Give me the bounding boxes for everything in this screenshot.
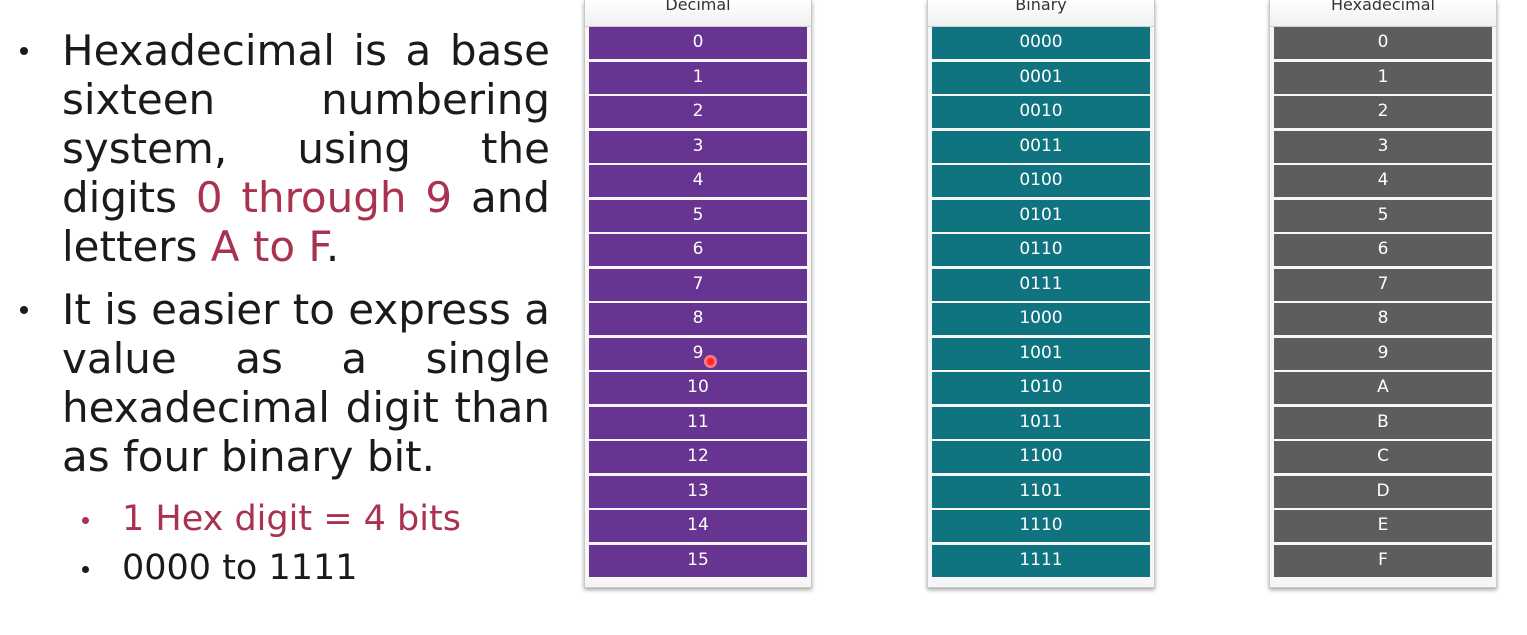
table-cell: 0 (589, 27, 807, 59)
table-cell: 5 (589, 199, 807, 232)
sub-bullet-binary-range: 0000 to 1111 (20, 544, 550, 593)
table-cell: 6 (1274, 234, 1492, 266)
table-cell: 0011 (932, 130, 1150, 163)
table-cell: 0100 (932, 165, 1150, 197)
table-cell: 1101 (932, 475, 1150, 508)
table-cells: 0 1 2 3 4 5 6 7 8 9 10 11 12 13 14 15 (589, 27, 807, 577)
table-cell: 1 (589, 61, 807, 94)
sub-bullet-list: 1 Hex digit = 4 bits 0000 to 1111 (20, 495, 550, 593)
table-cell: 8 (589, 303, 807, 335)
table-cell: 4 (589, 165, 807, 197)
table-cell: 1110 (932, 510, 1150, 542)
decimal-table: Decimal 0 1 2 3 4 5 6 7 8 9 10 11 12 13 14 15 (584, 0, 812, 588)
table-header: Hexadecimal (1270, 0, 1496, 27)
table-cell: 14 (589, 510, 807, 542)
table-cell: 1111 (932, 544, 1150, 577)
highlight-digits: 0 through 9 (195, 173, 453, 222)
table-cell: 3 (589, 130, 807, 163)
bullet-text: . (325, 222, 340, 271)
table-cell: 1010 (932, 372, 1150, 404)
binary-table: Binary 0000 0001 0010 0011 0100 0101 0110 0111 1… (927, 0, 1155, 588)
table-cell: 0000 (932, 27, 1150, 59)
table-cell: 0001 (932, 61, 1150, 94)
table-cell: A (1274, 372, 1492, 404)
highlight-letters: A to F (210, 222, 326, 271)
table-cell: 5 (1274, 199, 1492, 232)
table-cell: F (1274, 544, 1492, 577)
table-cell: 1100 (932, 441, 1150, 473)
table-cell: 0111 (932, 268, 1150, 301)
table-cell: 2 (589, 96, 807, 128)
bullet-text: It is easier to express a value as a sin… (62, 285, 550, 481)
table-cell: 1 (1274, 61, 1492, 94)
table-cell: 0010 (932, 96, 1150, 128)
table-cell: 0110 (932, 234, 1150, 266)
table-header: Binary (928, 0, 1154, 27)
sub-bullet-hex-digit-bits: 1 Hex digit = 4 bits (20, 495, 550, 544)
table-cell: 13 (589, 475, 807, 508)
table-cell: 11 (589, 406, 807, 439)
table-cell: 9 (1274, 337, 1492, 370)
bullet-list: Hexadecimal is a base sixteen numbering … (20, 26, 550, 593)
bullet-hexadecimal-definition: Hexadecimal is a base sixteen numbering … (20, 26, 550, 271)
table-cell: 0101 (932, 199, 1150, 232)
table-cell: 3 (1274, 130, 1492, 163)
table-cell: 1000 (932, 303, 1150, 335)
table-cell: 1011 (932, 406, 1150, 439)
table-cell: B (1274, 406, 1492, 439)
table-header: Decimal (585, 0, 811, 27)
table-cell: 6 (589, 234, 807, 266)
table-cell: 15 (589, 544, 807, 577)
table-cell: D (1274, 475, 1492, 508)
table-cell: 7 (589, 268, 807, 301)
bullet-easier-to-express: It is easier to express a value as a sin… (20, 285, 550, 481)
table-cell: 12 (589, 441, 807, 473)
table-cell: 1001 (932, 337, 1150, 370)
table-cell: 7 (1274, 268, 1492, 301)
bullet-text: and letters (62, 173, 550, 271)
table-cell: 9 (589, 337, 807, 370)
table-cell: 2 (1274, 96, 1492, 128)
table-cells: 0000 0001 0010 0011 0100 0101 0110 0111 1000 1001… (932, 27, 1150, 577)
table-cell: 8 (1274, 303, 1492, 335)
table-cell: 4 (1274, 165, 1492, 197)
table-cell: E (1274, 510, 1492, 542)
table-cell: 10 (589, 372, 807, 404)
table-cell: C (1274, 441, 1492, 473)
table-cell: 0 (1274, 27, 1492, 59)
bullet-text: Hexadecimal is a base sixteen numbering … (62, 26, 550, 222)
